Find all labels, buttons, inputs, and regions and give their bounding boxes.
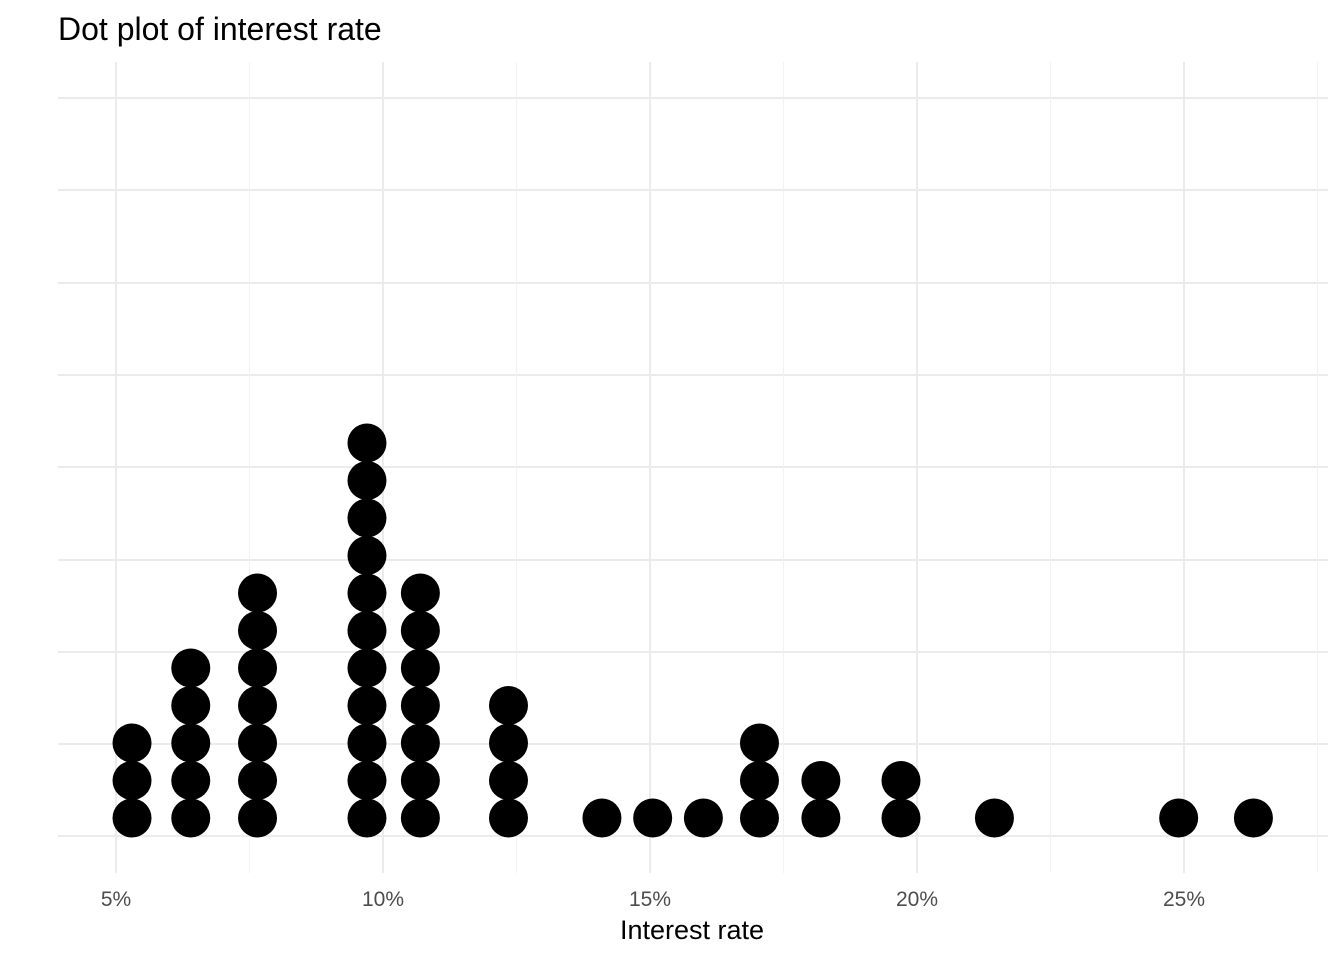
dot	[739, 761, 779, 800]
dot	[400, 573, 440, 613]
grid-lines	[58, 62, 1328, 873]
dot	[171, 648, 211, 688]
x-tick-label: 20%	[896, 888, 938, 911]
dot	[739, 723, 779, 763]
dot	[739, 798, 779, 838]
dot	[400, 798, 440, 838]
dot	[488, 798, 528, 838]
dot	[171, 686, 211, 725]
dot	[238, 686, 278, 725]
dot	[238, 798, 278, 838]
dot	[347, 611, 387, 650]
x-axis-title: Interest rate	[620, 915, 764, 945]
dot	[881, 798, 921, 838]
dot	[488, 761, 528, 800]
dot	[974, 798, 1014, 838]
dot	[488, 686, 528, 725]
dot	[1233, 798, 1273, 838]
x-tick-label: 10%	[362, 888, 404, 911]
dot	[347, 461, 387, 500]
dot	[347, 573, 387, 613]
dot	[238, 723, 278, 763]
dot	[683, 798, 723, 838]
chart-title: Dot plot of interest rate	[58, 11, 382, 47]
dot	[347, 648, 387, 688]
dot	[400, 611, 440, 650]
dot	[238, 648, 278, 688]
dot	[347, 798, 387, 838]
dot	[582, 798, 622, 838]
dot	[347, 723, 387, 763]
dot	[112, 723, 152, 763]
dot	[400, 686, 440, 725]
x-tick-label: 25%	[1163, 888, 1205, 911]
dot	[347, 498, 387, 538]
dot	[238, 611, 278, 650]
dot	[171, 798, 211, 838]
dot	[347, 686, 387, 725]
dot	[400, 723, 440, 763]
dot	[238, 761, 278, 800]
dot	[400, 761, 440, 800]
dot	[347, 423, 387, 463]
dot	[1159, 798, 1199, 838]
x-axis-ticks: 5% 10% 15% 20% 25%	[101, 888, 1205, 911]
dot	[881, 761, 921, 800]
dot	[488, 723, 528, 763]
dot	[112, 761, 152, 800]
dot	[112, 798, 152, 838]
x-tick-label: 15%	[629, 888, 671, 911]
dot-series	[112, 423, 1273, 838]
dot	[801, 798, 841, 838]
dot	[633, 798, 673, 838]
dot	[347, 761, 387, 800]
dot	[347, 536, 387, 575]
dot	[171, 723, 211, 763]
dot	[171, 761, 211, 800]
x-tick-label: 5%	[101, 888, 131, 911]
dot	[400, 648, 440, 688]
dot	[801, 761, 841, 800]
dot	[238, 573, 278, 613]
